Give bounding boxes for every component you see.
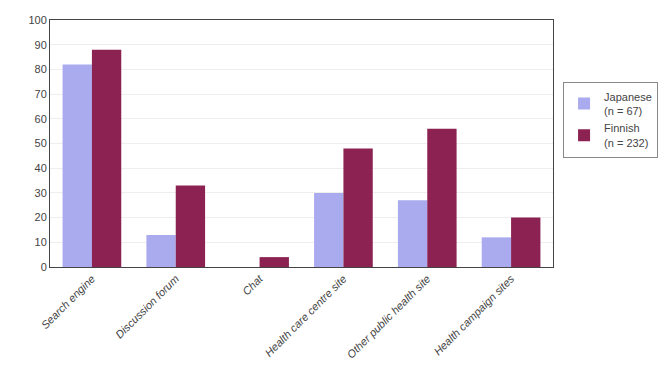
svg-text:80: 80 [35, 63, 47, 75]
svg-text:100: 100 [28, 14, 46, 26]
svg-text:20: 20 [35, 211, 47, 223]
svg-text:50: 50 [35, 137, 47, 149]
svg-text:Chat: Chat [240, 272, 266, 298]
svg-text:70: 70 [35, 88, 47, 100]
svg-text:Health campaign sites: Health campaign sites [431, 272, 516, 357]
svg-text:60: 60 [35, 113, 47, 125]
svg-text:Finnish(n = 232): Finnish(n = 232) [604, 122, 648, 148]
svg-text:Health care centre site: Health care centre site [262, 273, 348, 359]
svg-text:90: 90 [35, 39, 47, 51]
svg-text:Japanese(n = 67): Japanese(n = 67) [604, 91, 652, 117]
svg-text:40: 40 [35, 162, 47, 174]
svg-text:Discussion forum: Discussion forum [113, 273, 181, 341]
svg-text:0: 0 [41, 261, 47, 273]
svg-text:Search engine: Search engine [39, 273, 98, 332]
svg-text:Other public health site: Other public health site [345, 273, 433, 361]
svg-text:10: 10 [35, 236, 47, 248]
svg-text:30: 30 [35, 187, 47, 199]
